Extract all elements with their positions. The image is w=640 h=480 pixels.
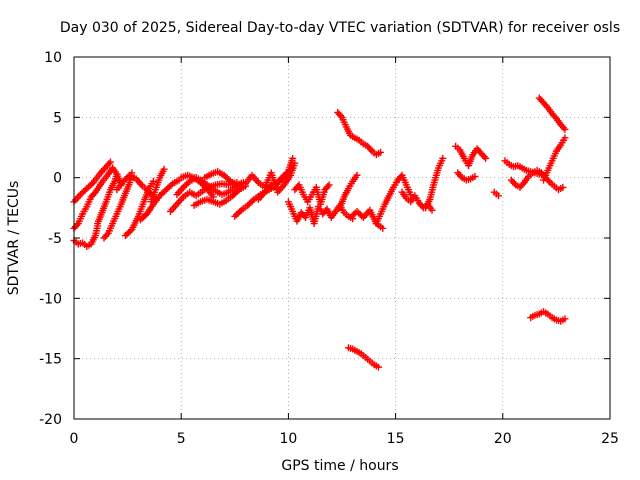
y-tick-label: -10 — [39, 291, 62, 307]
series-arc-35 — [527, 308, 569, 325]
x-axis-ticks: 0 5 10 15 20 25 — [70, 57, 619, 447]
series-arc-12 — [177, 171, 217, 201]
data-point — [480, 153, 488, 161]
data-point — [519, 180, 527, 188]
x-tick-label: 10 — [279, 431, 297, 447]
data-point — [377, 148, 385, 156]
series-arc-29 — [490, 188, 503, 200]
data-point — [495, 192, 503, 200]
data-point — [325, 181, 333, 189]
x-axis-label: GPS time / hours — [281, 458, 398, 474]
series-arc-08 — [136, 176, 183, 224]
y-axis-ticks: -20 -15 -10 -5 0 5 10 — [39, 50, 610, 428]
data-point — [126, 227, 134, 235]
y-tick-label: 5 — [53, 110, 62, 126]
data-point — [428, 206, 436, 214]
series-arc-20 — [336, 171, 361, 212]
series-arc-13 — [190, 182, 250, 209]
data-point — [482, 154, 490, 162]
data-point — [471, 172, 479, 180]
data-point — [160, 165, 168, 173]
data-point — [439, 154, 447, 162]
chart-title: Day 030 of 2025, Sidereal Day-to-day VTE… — [60, 20, 620, 36]
data-point — [457, 172, 465, 180]
data-point — [551, 113, 559, 121]
data-point — [337, 112, 345, 120]
series-arc-09 — [147, 165, 168, 206]
data-point — [542, 102, 550, 110]
data-point — [289, 154, 297, 162]
y-axis-label: SDTVAR / TECUs — [6, 181, 22, 296]
series-arc-04 — [94, 170, 121, 228]
data-point — [184, 179, 192, 187]
y-tick-label: -15 — [39, 352, 62, 368]
data-point — [353, 171, 361, 179]
data-point — [73, 221, 81, 229]
y-tick-label: -5 — [48, 231, 62, 247]
x-tick-label: 15 — [387, 431, 405, 447]
x-tick-label: 0 — [70, 431, 79, 447]
series-arc-17 — [254, 154, 297, 203]
data-point — [225, 176, 233, 184]
series-arc-22 — [372, 171, 415, 228]
grid-lines — [74, 57, 610, 419]
data-point — [90, 190, 98, 198]
y-tick-label: 0 — [53, 171, 62, 187]
x-tick-label: 20 — [494, 431, 512, 447]
data-point — [374, 363, 382, 371]
data-point — [561, 125, 569, 133]
data-point — [561, 134, 569, 142]
data-point — [233, 187, 241, 195]
data-point — [248, 197, 256, 205]
data-point — [510, 179, 518, 187]
series-arc-34 — [535, 94, 569, 133]
data-point — [560, 124, 568, 132]
series-arc-14 — [201, 168, 247, 189]
data-point — [167, 181, 175, 189]
series-arc-07 — [121, 177, 157, 240]
series-arc-05 — [100, 169, 136, 242]
series-arc-01 — [70, 158, 114, 206]
series-arc-33 — [540, 134, 569, 184]
x-tick-label: 5 — [177, 431, 186, 447]
x-tick-label: 25 — [601, 431, 619, 447]
series-arc-25 — [334, 109, 385, 159]
data-point — [379, 224, 387, 232]
data-point — [201, 183, 209, 191]
data-point — [236, 208, 244, 216]
data-point — [88, 180, 96, 188]
data-point — [113, 170, 121, 178]
series-arc-19 — [291, 181, 333, 208]
data-point — [105, 160, 113, 168]
data-series — [70, 94, 569, 371]
data-point — [149, 177, 157, 185]
series-arc-26 — [344, 344, 382, 371]
series-arc-27 — [452, 142, 490, 170]
data-point — [545, 177, 553, 185]
series-arc-24 — [422, 154, 447, 212]
data-point — [367, 146, 375, 154]
data-point — [324, 183, 332, 191]
data-point — [559, 183, 567, 191]
series-arc-11 — [173, 174, 245, 199]
data-point — [103, 231, 111, 239]
series-arc-28 — [454, 169, 479, 184]
data-point — [561, 315, 569, 323]
y-tick-label: -20 — [39, 412, 62, 428]
y-tick-label: 10 — [44, 50, 62, 66]
data-point — [106, 158, 114, 166]
